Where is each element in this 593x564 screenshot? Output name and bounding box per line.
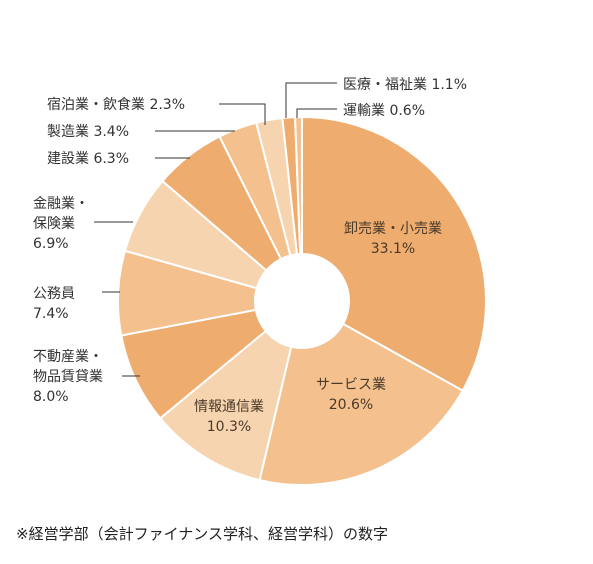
slice-1 [258, 322, 465, 486]
slice-label-2-line-1: 10.3% [207, 419, 251, 435]
slice-label-1-line-1: 20.6% [329, 397, 373, 413]
slice-label-0-line-1: 33.1% [371, 241, 415, 257]
slice-label-5-line-1: 保険業 [33, 216, 75, 232]
slice-label-5-line-0: 金融業・ [33, 196, 89, 212]
slice-label-5-line-2: 6.9% [33, 236, 69, 252]
slice-label-1-line-0: サービス業 [316, 377, 386, 393]
slice-label-9-line-0: 医療・福祉業 1.1% [343, 76, 467, 93]
leader-line-8 [219, 103, 266, 125]
slice-label-10-line-0: 運輸業 0.6% [343, 103, 425, 119]
leader-line-10 [296, 108, 337, 118]
slice-label-2-line-0: 情報通信業 [194, 399, 264, 415]
footnote: ※経営学部（会計ファイナンス学科、経営学科）の数字 [16, 525, 388, 543]
slice-label-3-line-0: 不動産業・ [33, 349, 103, 365]
slice-label-7-line-0: 製造業 3.4% [47, 124, 129, 140]
slice-label-0-line-0: 卸売業・小売業 [344, 221, 442, 237]
slice-label-3-line-2: 8.0% [33, 389, 69, 405]
slice-label-3-line-1: 物品賃貸業 [33, 369, 103, 385]
slice-0 [301, 115, 487, 393]
slice-2 [158, 329, 293, 482]
slice-label-4-line-0: 公務員 [33, 286, 75, 302]
donut-chart: 卸売業・小売業 33.1% サービス業 20.6% 情報通信業 10.3% 不動産業・物品賃… [33, 76, 487, 486]
slice-label-8-line-0: 宿泊業・飲食業 2.3% [47, 96, 185, 113]
slice-label-4-line-1: 7.4% [33, 306, 69, 322]
slice-label-6-line-0: 建設業 6.3% [47, 151, 129, 167]
leader-line-9 [285, 82, 337, 118]
